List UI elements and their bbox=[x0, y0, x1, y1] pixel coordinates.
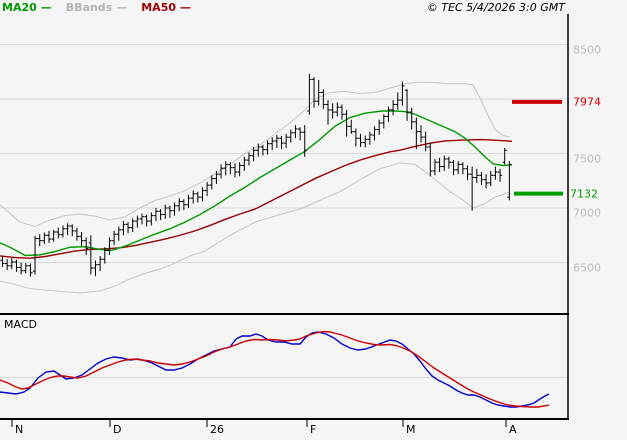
month-label: M bbox=[406, 423, 416, 436]
macd-signal-line bbox=[0, 330, 550, 408]
legend: MA20— BBands — MA50— bbox=[2, 2, 191, 14]
legend-label-ma20: MA20 bbox=[2, 1, 37, 14]
copyright-text: © TEC 5/4/2026 3:0 GMT bbox=[426, 1, 565, 14]
price-axis-label: 7974 bbox=[573, 95, 601, 109]
legend-item-ma20: MA20— bbox=[2, 2, 52, 14]
price-axis-label: 7000 bbox=[573, 206, 601, 220]
price-axis-label: 6500 bbox=[573, 261, 601, 274]
month-label: 26 bbox=[210, 423, 224, 436]
month-label: N bbox=[15, 423, 24, 436]
price-axis-label: 7132 bbox=[570, 187, 598, 201]
macd-line bbox=[0, 331, 550, 408]
legend-item-ma50: MA50— bbox=[141, 2, 191, 14]
legend-item-bbands: BBands — bbox=[66, 2, 127, 14]
bollinger-upper-band bbox=[0, 81, 511, 228]
ma50-line bbox=[0, 138, 513, 259]
month-label: A bbox=[509, 423, 517, 436]
legend-label-ma50: MA50 bbox=[141, 1, 177, 14]
legend-label-bbands: BBands bbox=[65, 1, 113, 14]
price-axis-label: 7500 bbox=[573, 152, 601, 165]
month-label: D bbox=[113, 423, 122, 436]
price-axis-label: 8500 bbox=[573, 43, 601, 56]
legend-swatch-ma20: — bbox=[40, 1, 52, 14]
legend-swatch-bbands: — bbox=[116, 1, 128, 14]
macd-panel-label: MACD bbox=[4, 318, 37, 331]
bollinger-lower-band bbox=[0, 162, 511, 294]
ma20-line bbox=[0, 110, 513, 257]
legend-swatch-ma50: — bbox=[180, 1, 192, 14]
month-label: F bbox=[310, 423, 317, 436]
